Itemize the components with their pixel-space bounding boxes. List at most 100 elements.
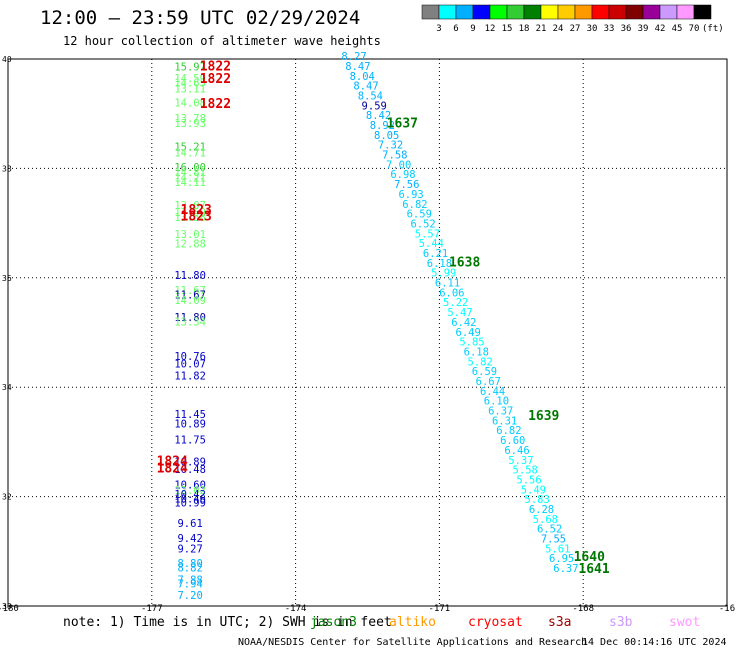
wave-height-value: 6.42 [451,317,476,329]
y-tick-label: 30 [2,602,12,611]
wave-height-value: 6.18 [464,346,489,358]
wave-height-value: 11.82 [174,371,206,383]
wave-height-value: 12.88 [174,239,206,251]
time-annotations: 1822182218221637182318231638182418241639… [157,59,610,577]
wave-height-value: 6.52 [537,524,562,536]
time-annotation: 1637 [387,116,418,131]
x-tick-label: -168 [572,604,594,614]
wave-height-value: 11.45 [174,409,206,421]
satellite-legend: jason3 altiko cryosat s3a s3b swot [310,615,700,630]
colorbar-label: 36 [621,24,632,34]
wave-height-value: 6.93 [398,189,423,201]
time-annotation: 1641 [578,562,609,577]
wave-height-value: 11.67 [174,285,206,297]
wave-height-value: 6.37 [488,406,513,418]
wave-height-value: 10.48 [174,464,206,476]
wave-height-value: 11.80 [174,312,206,324]
colorbar-swatch [693,4,712,20]
wave-height-value: 7.88 [177,575,202,587]
colorbar-label: 42 [655,24,666,34]
wave-height-value: 14.81 [174,167,206,179]
wave-height-value: 6.31 [492,415,517,427]
colorbar-swatch [608,4,627,20]
colorbar-swatch [591,4,610,20]
colorbar-label: 18 [519,24,530,34]
wave-height-value: 10.99 [174,497,206,509]
x-tick-label: -16 [719,604,735,614]
y-tick-label: 32 [2,493,12,502]
x-tick-label: -171 [429,604,451,614]
colorbar-swatch [489,4,508,20]
colorbar-label: 24 [553,24,564,34]
wave-height-value: 6.95 [549,553,574,565]
wave-height-value: 6.10 [484,396,509,408]
wave-height-value: 7.32 [378,140,403,152]
colorbar-swatch [540,4,559,20]
wave-height-value: 5.57 [415,228,440,240]
colorbar-label: 3 [436,24,441,34]
colorbar-label: 33 [604,24,615,34]
wave-height-value: 6.59 [472,366,497,378]
wave-height-value: 10.07 [174,359,206,371]
wave-height-value: 5.56 [516,474,541,486]
colorbar-swatch [676,4,695,20]
wave-height-value: 6.82 [496,425,521,437]
wave-height-value: 9.61 [177,518,202,530]
wave-height-value: 14.65 [174,77,206,89]
time-annotation: 1640 [574,550,605,565]
colorbar-unit-label: (ft) [702,24,724,34]
wave-height-value: 6.59 [407,209,432,221]
colorbar-swatch [421,4,440,20]
time-annotation: 1822 [200,97,231,112]
time-annotation: 1824 [157,454,188,469]
wave-height-value: 6.18 [427,258,452,270]
wave-height-value: 7.55 [541,534,566,546]
wave-height-value: 5.58 [513,465,538,477]
y-tick-label: 38 [2,164,12,173]
colorbar-label: 39 [638,24,649,34]
wave-height-value: 5.44 [419,238,444,250]
wave-height-value: 6.82 [402,199,427,211]
wave-height-value: 8.27 [341,51,366,63]
wave-height-value: 10.76 [174,351,206,363]
wave-height-value: 5.47 [447,307,472,319]
wave-height-value: 5.68 [533,514,558,526]
wave-height-value: 6.98 [390,169,415,181]
chart-subtitle: 12 hour collection of altimeter wave hei… [63,34,381,48]
colorbar-label: 21 [536,24,547,34]
time-annotation: 1822 [200,72,231,87]
y-tick-label: 34 [2,383,12,392]
axis-tick-labels: -180 -177 -174 -171 -168 -16 30 32 34 36 38 40 [0,55,735,614]
wave-height-value: 13.78 [174,113,206,125]
wave-height-value: 5.37 [508,455,533,467]
wave-height-value: 8.04 [350,71,375,83]
wave-height-value: 10.89 [174,456,206,468]
x-tick-label: -177 [141,604,163,614]
colorbar-label: 9 [470,24,475,34]
wave-height-value: 11.80 [174,270,206,282]
colorbar-swatch [659,4,678,20]
wave-height-value: 14.71 [174,147,206,159]
wave-height-value: 6.49 [456,327,481,339]
wave-height-value: 13.07 [174,200,206,212]
satellite-legend-item: jason3 [310,615,357,630]
satellite-legend-item: swot [669,615,700,630]
colorbar-swatch [472,4,491,20]
wave-height-value: 6.67 [476,376,501,388]
colorbar-label: 30 [587,24,598,34]
time-annotation: 1823 [181,209,212,224]
satellite-legend-item: altiko [389,615,436,630]
y-tick-label: 40 [2,55,12,64]
wave-height-value: 5.22 [443,297,468,309]
colorbar-label: 27 [570,24,581,34]
time-annotation: 1638 [449,255,480,270]
wave-height-value: 11.67 [174,290,206,302]
wave-height-value: 5.82 [467,356,492,368]
colorbar-swatch [557,4,576,20]
colorbar-swatch [438,4,457,20]
wave-height-value: 6.21 [423,248,448,260]
wave-height-value: 6.28 [529,504,554,516]
wave-height-value: 8.05 [374,130,399,142]
wave-height-value: 5.85 [459,337,484,349]
